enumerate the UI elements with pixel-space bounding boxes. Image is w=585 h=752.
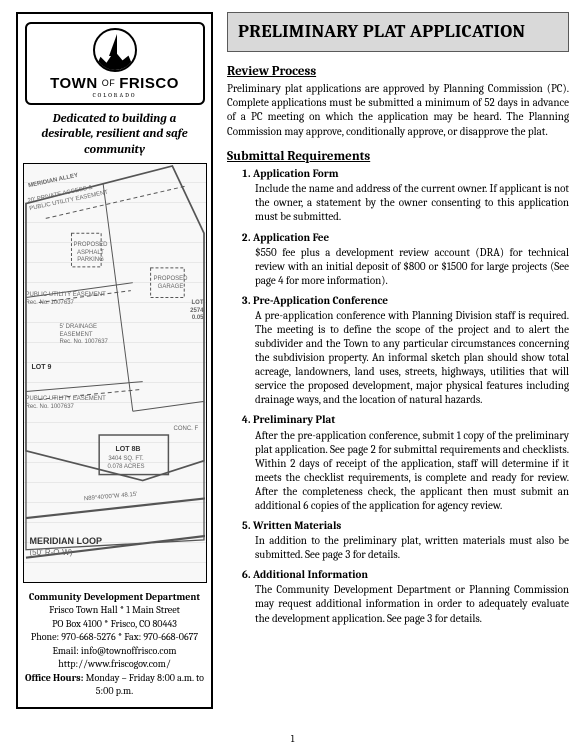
tagline: Dedicated to building a desirable, resil… <box>30 111 199 157</box>
page-title: PRELIMINARY PLAT APPLICATION <box>227 12 569 52</box>
town-logo: TOWN OF FRISCO COLORADO <box>25 22 205 105</box>
logo-text-town: TOWN <box>50 74 98 93</box>
item-body: After the pre-application conference, su… <box>253 429 569 513</box>
logo-subtext: COLORADO <box>93 92 137 100</box>
map-label-pue-mid: PUBLIC UTILITY EASEMENT Rec. No. 1007637 <box>26 396 106 411</box>
map-label-conc: CONC. F <box>174 426 199 434</box>
contact-email: Email: info@townoffrisco.com <box>24 645 205 659</box>
contact-addr1: Frisco Town Hall * 1 Main Street <box>24 604 205 618</box>
contact-hours-value: Monday – Friday 8:00 a.m. to 5:00 p.m. <box>83 672 204 698</box>
item-title: Additional Information <box>253 568 569 582</box>
map-label-asphalt: PROPOSED ASPHALT PARKING <box>74 242 108 265</box>
logo-emblem <box>93 28 137 72</box>
contact-hours: Office Hours: Monday – Friday 8:00 a.m. … <box>24 672 205 699</box>
submittal-list: Application Form Include the name and ad… <box>227 167 569 625</box>
item-title: Written Materials <box>253 519 569 533</box>
contact-hours-label: Office Hours: <box>25 672 83 684</box>
logo-wordmark: TOWN OF FRISCO <box>50 74 179 93</box>
item-title: Pre-Application Conference <box>253 294 569 308</box>
item-title: Application Fee <box>253 231 569 245</box>
contact-phone: Phone: 970-668-5276 * Fax: 970-668-0677 <box>24 631 205 645</box>
item-body: Include the name and address of the curr… <box>253 182 569 224</box>
logo-text-frisco: FRISCO <box>119 74 179 93</box>
contact-block: Community Development Department Frisco … <box>24 591 205 699</box>
map-label-garage: PROPOSED GARAGE <box>154 276 188 291</box>
submittal-heading: Submittal Requirements <box>227 149 569 166</box>
submittal-item-5: Written Materials In addition to the pre… <box>253 519 569 562</box>
submittal-item-2: Application Fee $550 fee plus a developm… <box>253 231 569 288</box>
submittal-item-4: Preliminary Plat After the pre-applicati… <box>253 413 569 513</box>
map-label-pue-top: PUBLIC UTILITY EASEMENT Rec. No. 1007637 <box>26 292 106 307</box>
map-label-lot8b-sub: 3404 SQ. FT. 0.078 ACRES <box>108 456 145 471</box>
contact-web: http://www.friscogov.com/ <box>24 658 205 672</box>
item-body: The Community Development Department or … <box>253 583 569 625</box>
item-body: A pre-application conference with Planni… <box>253 309 569 408</box>
submittal-item-1: Application Form Include the name and ad… <box>253 167 569 224</box>
item-body: In addition to the preliminary plat, wri… <box>253 534 569 562</box>
map-label-lot8b: LOT 8B <box>116 446 141 455</box>
map-label-loop: MERIDIAN LOOP <box>30 536 103 548</box>
page-number: 1 <box>0 733 585 746</box>
item-title: Application Form <box>253 167 569 181</box>
review-text: Preliminary plat applications are approv… <box>227 82 569 138</box>
map-label-lot-right: LOT 2574 0.05 <box>190 300 203 323</box>
map-label-row: (50' R-O-W) <box>30 548 73 558</box>
sidebar: TOWN OF FRISCO COLORADO Dedicated to bui… <box>16 12 213 709</box>
contact-addr2: PO Box 4100 * Frisco, CO 80443 <box>24 618 205 632</box>
review-heading: Review Process <box>227 64 569 81</box>
main-content: PRELIMINARY PLAT APPLICATION Review Proc… <box>227 12 569 709</box>
map-label-drainage: 5' DRAINAGE EASEMENT Rec. No. 1007637 <box>60 324 108 347</box>
plat-map-graphic: MERIDIAN ALLEY 20' PRIVATE ACCESS & PUBL… <box>23 163 207 583</box>
item-body: $550 fee plus a development review accou… <box>253 246 569 288</box>
contact-dept: Community Development Department <box>24 591 205 605</box>
map-label-lot9: LOT 9 <box>32 364 52 373</box>
item-title: Preliminary Plat <box>253 413 569 427</box>
submittal-item-3: Pre-Application Conference A pre-applica… <box>253 294 569 408</box>
submittal-item-6: Additional Information The Community Dev… <box>253 568 569 625</box>
logo-text-of: OF <box>102 78 116 90</box>
